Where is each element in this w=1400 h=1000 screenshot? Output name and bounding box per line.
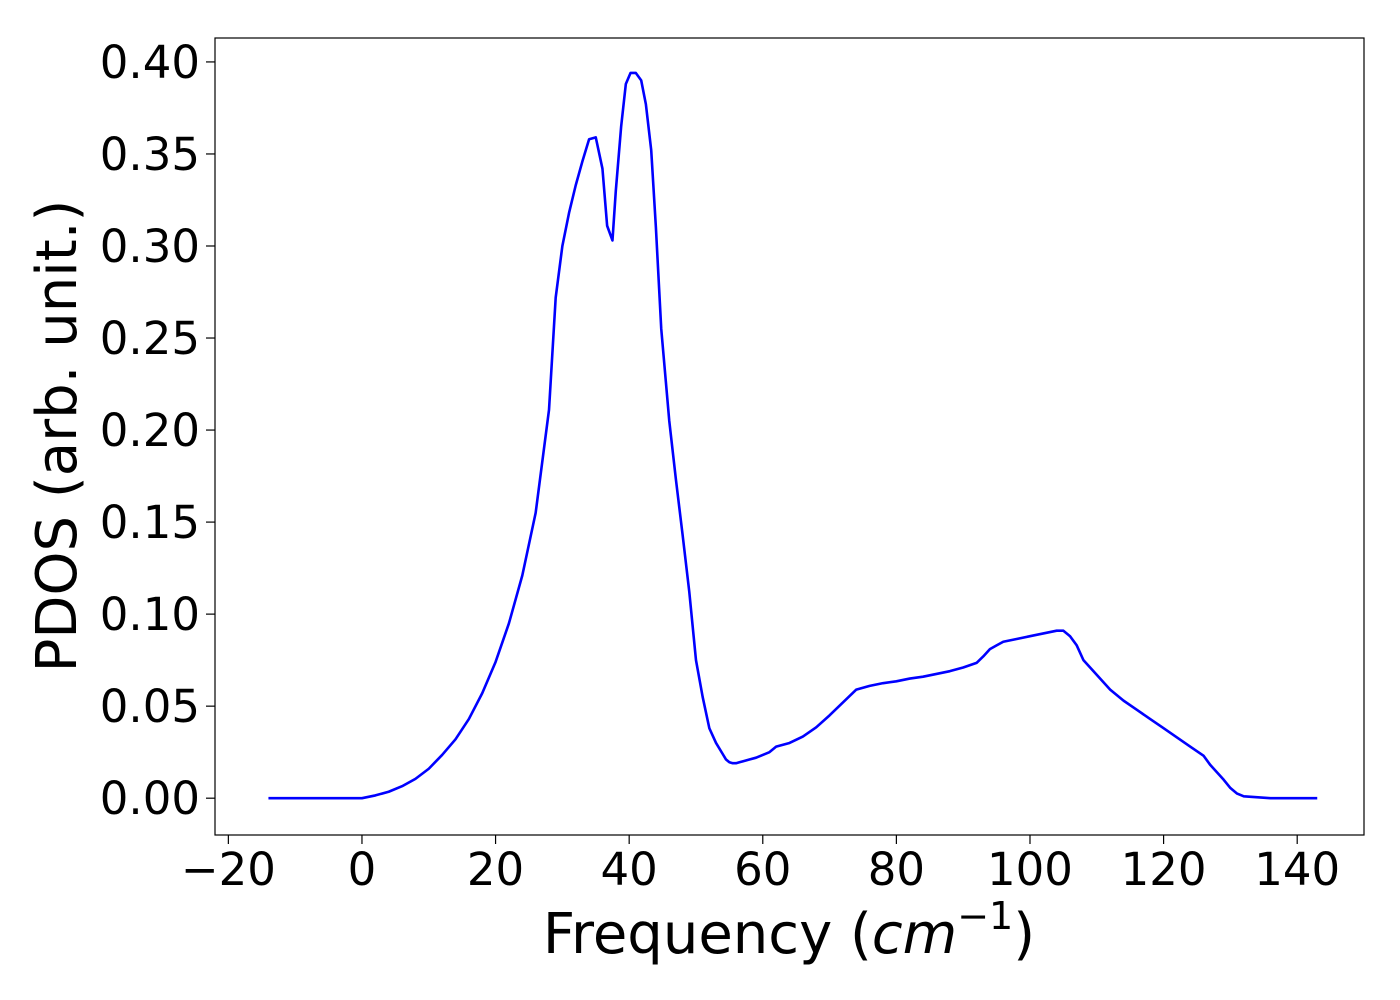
x-tick-label: −20 [181, 843, 276, 896]
x-axis-label-prefix: Frequency ( [543, 902, 872, 967]
x-tick-label: 40 [601, 843, 658, 896]
x-axis-label-suffix: ) [1013, 902, 1035, 967]
x-tick-label: 60 [734, 843, 791, 896]
y-tick-label: 0.30 [100, 220, 200, 273]
series-layer [268, 71, 1318, 800]
y-tick-label: 0.20 [100, 404, 200, 457]
y-tick-label: 0.40 [100, 36, 200, 89]
y-axis-label: PDOS (arb. unit.) [25, 200, 90, 673]
y-tick-label: 0.05 [100, 680, 200, 733]
x-tick-label: 120 [1121, 843, 1207, 896]
x-axis-label: Frequency (cm−1) [543, 894, 1035, 967]
x-axis-label-unit: cm [872, 902, 957, 967]
series-line-0 [268, 71, 1318, 800]
y-tick-label: 0.35 [100, 128, 200, 181]
x-tick-label: 0 [348, 843, 377, 896]
y-tick-label: 0.00 [100, 772, 200, 825]
plot-frame [214, 37, 1365, 836]
x-tick-label: 20 [467, 843, 524, 896]
x-axis-ticks: −20 0 20 40 60 80 100 120 140 [181, 835, 1340, 896]
y-tick-label: 0.10 [100, 588, 200, 641]
y-tick-label: 0.25 [100, 312, 200, 365]
x-tick-label: 100 [987, 843, 1073, 896]
x-axis-label-exponent: −1 [957, 894, 1013, 938]
y-axis-ticks: 0.00 0.05 0.10 0.15 0.20 0.25 0.30 0.35 0.40 [100, 36, 215, 825]
x-tick-label: 80 [868, 843, 925, 896]
x-tick-label: 140 [1254, 843, 1340, 896]
y-tick-label: 0.15 [100, 496, 200, 549]
